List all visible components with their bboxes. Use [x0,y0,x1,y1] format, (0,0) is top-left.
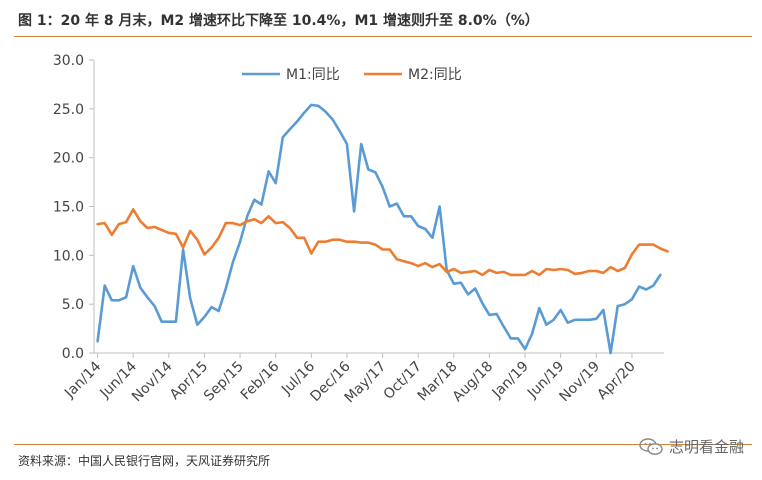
footer-divider [14,444,752,445]
series-layer [96,103,669,355]
x-tick-label: Feb/16 [238,358,283,403]
line-chart: 0.0 5.0 10.0 15.0 20.0 25.0 30.0 Jan/14Jun/14N… [53,53,669,406]
y-tick-label: 10.0 [53,248,84,264]
x-tick-label: Aug/18 [450,359,497,406]
source-note: 资料来源：中国人民银行官网，天风证券研究所 [18,454,271,468]
y-tick-label: 25.0 [53,102,84,118]
y-tick-label: 0.0 [62,346,84,362]
wechat-icon [639,437,663,455]
y-tick-label: 15.0 [53,200,84,216]
x-axis: Jan/14Jun/14Nov/14Apr/15Sep/15Feb/16Jul/… [61,352,664,406]
legend-label-m1: M1:同比 [286,67,340,83]
x-tick-label: Jan/19 [489,359,532,402]
x-tick-label: Nov/14 [129,358,176,405]
series-line-m2 [96,208,669,277]
x-tick-label: Apr/20 [594,359,638,403]
y-tick-label: 5.0 [62,297,84,313]
series-line-m1 [96,103,662,355]
y-tick-label: 30.0 [53,53,84,69]
chart-title: 图 1：20 年 8 月末，M2 增速环比下降至 10.4%，M1 增速则升至 … [18,13,539,29]
y-axis: 0.0 5.0 10.0 15.0 20.0 25.0 30.0 [53,53,95,362]
legend-label-m2: M2:同比 [408,67,462,83]
x-tick-label: Jan/14 [61,358,104,401]
x-tick-label: Nov/19 [557,359,604,406]
watermark: 志明看金融 [639,436,744,457]
legend: M1:同比 M2:同比 [242,67,462,83]
x-tick-label: Sep/15 [201,359,247,405]
header-divider [14,36,752,37]
y-tick-label: 20.0 [53,151,84,167]
watermark-text: 志明看金融 [668,438,744,456]
